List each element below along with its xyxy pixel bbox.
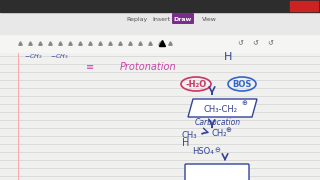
Text: ⊕: ⊕	[225, 127, 231, 133]
Text: Insert: Insert	[152, 17, 170, 21]
Text: ⊖: ⊖	[214, 147, 220, 153]
Bar	[0, 0, 320, 12]
FancyBboxPatch shape	[185, 164, 249, 180]
Text: CH₃-CH₂: CH₃-CH₂	[203, 105, 237, 114]
Text: $-CH_3$: $-CH_3$	[50, 53, 69, 61]
Text: ↺: ↺	[237, 40, 243, 46]
Text: ↺: ↺	[267, 40, 273, 46]
Text: BOS: BOS	[232, 80, 252, 89]
Polygon shape	[188, 99, 257, 117]
Text: $-CH_2$: $-CH_2$	[24, 53, 43, 61]
Text: ⊕: ⊕	[241, 100, 247, 106]
Text: -H₂O: -H₂O	[185, 80, 207, 89]
Text: CH₂: CH₂	[211, 129, 227, 138]
Text: Replay: Replay	[126, 17, 148, 21]
Text: ↺: ↺	[252, 40, 258, 46]
Text: CH₃: CH₃	[181, 132, 197, 141]
Bar	[0, 34, 320, 52]
Text: ≡: ≡	[86, 62, 94, 72]
Text: Draw: Draw	[174, 17, 192, 21]
FancyBboxPatch shape	[172, 13, 194, 24]
Bar	[0, 12, 320, 34]
Text: View: View	[202, 17, 216, 21]
Text: HSO₄: HSO₄	[192, 147, 214, 156]
Text: H: H	[182, 138, 190, 148]
Text: Carbocation: Carbocation	[195, 118, 241, 127]
Text: Protonation: Protonation	[120, 62, 176, 72]
Text: H: H	[224, 52, 232, 62]
Bar	[290, 1, 318, 11]
